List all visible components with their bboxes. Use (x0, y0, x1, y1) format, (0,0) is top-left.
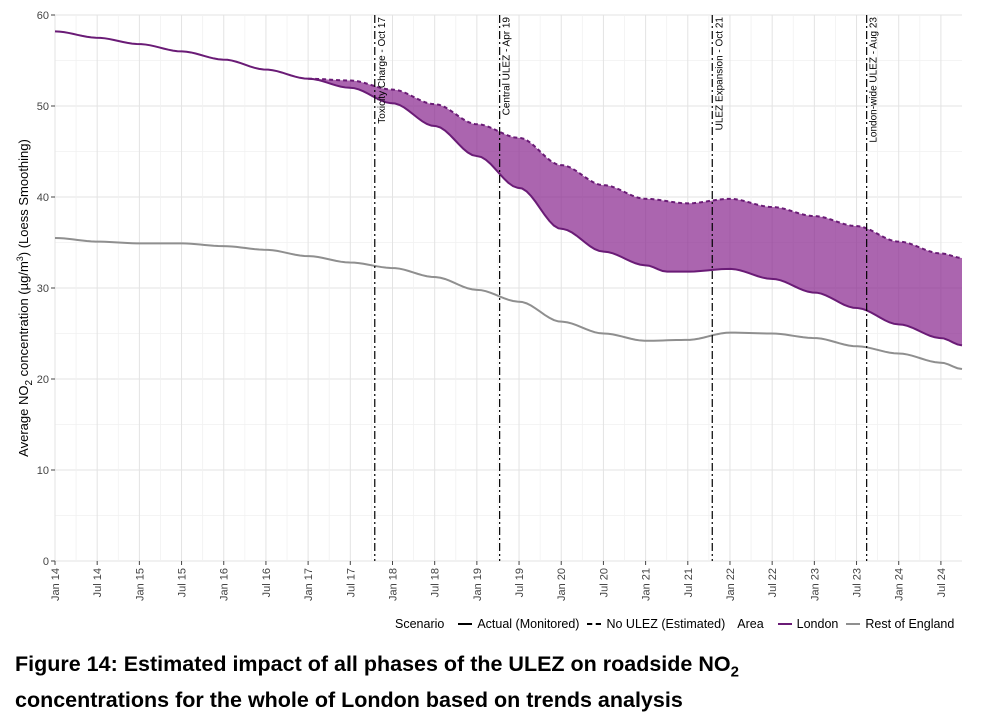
annotation-label-3: ULEZ Expansion - Oct 21 (714, 17, 725, 131)
y-tick-label: 20 (37, 374, 49, 386)
annotation-label-4: London-wide ULEZ - Aug 23 (869, 17, 880, 143)
x-tick-label: Jul 16 (261, 568, 273, 597)
x-tick-label: Jan 20 (556, 568, 568, 601)
x-tick-label: Jul 21 (683, 568, 695, 597)
x-tick-label: Jul 20 (598, 568, 610, 597)
y-tick-label: 0 (43, 556, 49, 568)
legend-area-london: London (796, 617, 839, 631)
chart: Toxicity Charge - Oct 17 Central ULEZ - A… (15, 10, 963, 601)
figure-caption: Figure 14: Estimated impact of all phase… (15, 650, 975, 715)
y-tick-label: 40 (37, 192, 49, 204)
legend-area-title: Area (737, 617, 764, 631)
legend-key-dashed (587, 623, 602, 625)
x-tick-label: Jul 14 (92, 568, 104, 597)
ulez-impact-area (308, 78, 962, 346)
annotation-label-1: Toxicity Charge - Oct 17 (377, 17, 388, 124)
x-tick-label: Jul 23 (852, 568, 864, 597)
legend-key-london (777, 623, 792, 625)
x-tick-label: Jan 21 (641, 568, 653, 601)
x-tick-label: Jul 24 (936, 568, 948, 597)
x-tick-label: Jan 14 (50, 568, 62, 601)
x-tick-label: Jul 17 (345, 568, 357, 597)
x-tick-label: Jan 16 (219, 568, 231, 601)
legend-scenario-title: Scenario (395, 617, 445, 631)
y-tick-label: 50 (37, 101, 49, 113)
legend-key-rest (846, 623, 861, 625)
x-tick-label: Jul 22 (767, 568, 779, 597)
x-tick-label: Jan 23 (809, 568, 821, 601)
legend-scenario-noulez: No ULEZ (Estimated) (606, 617, 726, 631)
x-tick-label: Jan 15 (134, 568, 146, 601)
x-tick-label: Jul 15 (177, 568, 189, 597)
x-tick-label: Jan 22 (725, 568, 737, 601)
annotation-label-2: Central ULEZ - Apr 19 (502, 17, 513, 116)
legend: Scenario Actual (Monitored) No ULEZ (Est… (395, 617, 954, 631)
legend-scenario-actual: Actual (Monitored) (477, 617, 580, 631)
series-line-3 (54, 236, 963, 370)
x-tick-label: Jul 19 (514, 568, 526, 597)
x-tick-label: Jan 17 (303, 568, 315, 601)
x-tick-label: Jan 18 (387, 568, 399, 601)
y-tick-label: 30 (37, 283, 49, 295)
caption-line-2: concentrations for the whole of London b… (15, 688, 683, 713)
x-tick-label: Jan 24 (894, 568, 906, 601)
series-line-1 (54, 30, 963, 347)
y-tick-label: 10 (37, 465, 49, 477)
caption-line-1: Figure 14: Estimated impact of all phase… (15, 652, 739, 681)
y-tick-label: 60 (37, 10, 49, 22)
x-tick-label: Jan 19 (472, 568, 484, 601)
y-axis-title: Average NO2 concentration (µg/m3) (Loess… (15, 139, 35, 457)
legend-key-solid (458, 623, 473, 625)
x-tick-label: Jul 18 (430, 568, 442, 597)
legend-area-rest: Rest of England (865, 617, 955, 631)
series-line-2 (308, 77, 963, 259)
